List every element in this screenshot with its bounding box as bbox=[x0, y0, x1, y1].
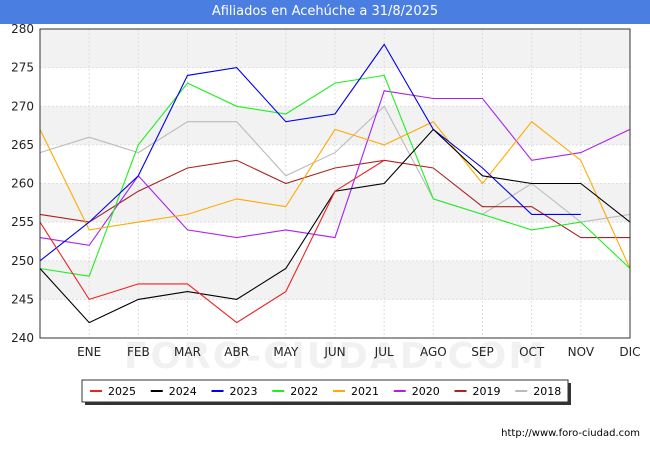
watermark-layer: FORO-CIUDAD.COM bbox=[124, 336, 546, 377]
legend-label-2023: 2023 bbox=[230, 385, 258, 398]
series-line-2021 bbox=[39, 120, 631, 269]
legend-box bbox=[81, 379, 569, 403]
legend-label-2022: 2022 bbox=[290, 385, 318, 398]
y-tick-label: 255 bbox=[11, 215, 34, 229]
y-tick-label: 250 bbox=[11, 254, 34, 268]
y-tick-label: 265 bbox=[11, 138, 34, 152]
legend-label-2020: 2020 bbox=[412, 385, 440, 398]
y-tick-label: 275 bbox=[11, 61, 34, 75]
legend-label-2018: 2018 bbox=[533, 385, 561, 398]
y-tick-label: 245 bbox=[11, 292, 34, 306]
series-line-2023 bbox=[39, 43, 581, 262]
series-line-2025 bbox=[39, 159, 385, 324]
legend-label-2019: 2019 bbox=[473, 385, 501, 398]
plot-frame bbox=[39, 28, 631, 339]
y-tick-label: 240 bbox=[11, 331, 34, 345]
x-tick-label: ENE bbox=[77, 345, 101, 359]
x-tick-label: SEP bbox=[471, 345, 493, 359]
y-tick-label: 270 bbox=[11, 99, 34, 113]
footer-url: http://www.foro-ciudad.com bbox=[501, 428, 640, 439]
x-tick-label: NOV bbox=[568, 345, 595, 359]
plot-band bbox=[40, 260, 630, 300]
chart-title: Afiliados en Acehúche a 31/8/2025 bbox=[0, 0, 650, 24]
x-tick-label: AGO bbox=[420, 345, 447, 359]
series-layer bbox=[39, 43, 631, 324]
x-tick-label: ABR bbox=[224, 345, 249, 359]
x-tick-label: MAR bbox=[174, 345, 201, 359]
legend-label-2021: 2021 bbox=[351, 385, 379, 398]
x-tick-label: MAY bbox=[273, 345, 299, 359]
axis-layer: 240 245 250 255 260 265 270 275 280 ENE FEB MAR ABR M… bbox=[11, 22, 640, 359]
x-tick-label: JUL bbox=[374, 345, 394, 359]
watermark-text: FORO-CIUDAD.COM bbox=[124, 336, 546, 377]
x-tick-label: OCT bbox=[519, 345, 545, 359]
legend-label-2025: 2025 bbox=[108, 385, 136, 398]
legend: 2025 2024 2023 2022 2021 2020 2019 2018 bbox=[81, 379, 571, 405]
legend-label-2024: 2024 bbox=[169, 385, 197, 398]
series-line-2019 bbox=[39, 159, 630, 239]
y-tick-label: 280 bbox=[11, 22, 34, 36]
x-tick-label: JUN bbox=[323, 345, 345, 359]
y-tick-label: 260 bbox=[11, 177, 34, 191]
x-tick-label: DIC bbox=[619, 345, 640, 359]
x-tick-label: FEB bbox=[127, 345, 150, 359]
series-line-2022 bbox=[39, 74, 631, 277]
